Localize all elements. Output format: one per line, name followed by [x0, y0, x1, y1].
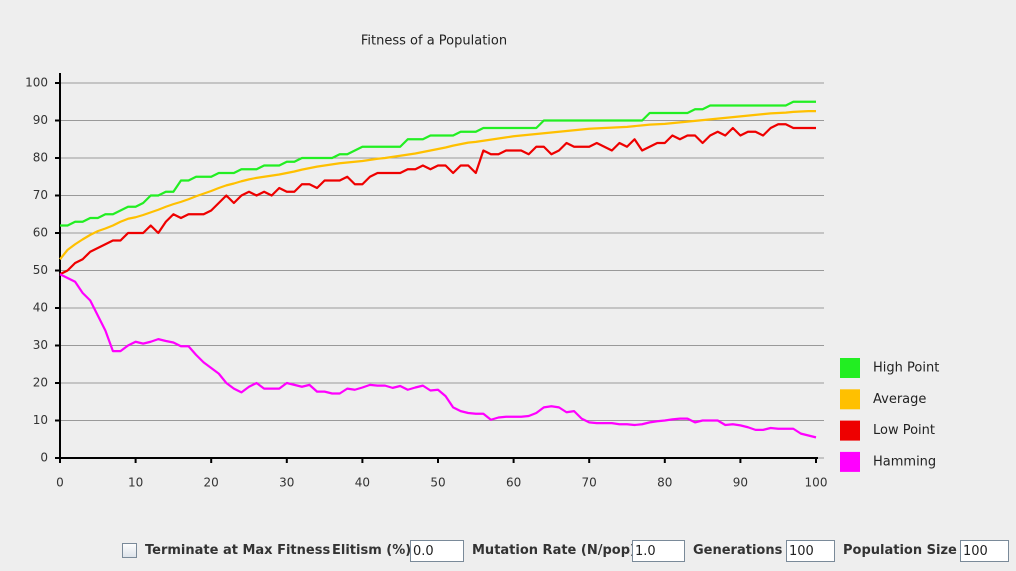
y-tick-label: 50	[33, 263, 48, 277]
y-tick-label: 20	[33, 376, 48, 390]
x-tick-label: 50	[430, 476, 445, 490]
series-line	[60, 100, 816, 227]
text-field[interactable]: 0.0	[410, 540, 464, 562]
y-tick-label: 80	[33, 151, 48, 165]
field-label: Population Size	[843, 543, 957, 558]
x-tick-label: 90	[733, 476, 748, 490]
legend-label: Hamming	[873, 454, 936, 469]
x-tick-label: 10	[128, 476, 143, 490]
y-tick-label: 60	[33, 226, 48, 240]
x-tick-label: 0	[56, 476, 64, 490]
legend-swatch	[840, 389, 860, 410]
text-field[interactable]: 100	[960, 540, 1009, 562]
text-field[interactable]: 1.0	[632, 540, 685, 562]
x-tick-label: 30	[279, 476, 294, 490]
field-label: Mutation Rate (N/pop)	[472, 543, 636, 558]
y-tick-label: 10	[33, 413, 48, 427]
field-label: Elitism (%)	[332, 543, 412, 558]
legend-swatch	[840, 420, 860, 441]
control-bar: Terminate at Max Fitness Elitism (%) 0.0…	[0, 539, 1016, 565]
y-tick-label: 30	[33, 338, 48, 352]
x-tick-label: 60	[506, 476, 521, 490]
y-tick-label: 90	[33, 113, 48, 127]
series-line	[59, 110, 816, 260]
field-label: Generations	[693, 543, 783, 558]
y-tick-label: 100	[25, 76, 48, 90]
chart: Fitness of a Population 0 10 20 30 40 50 60 70 8…	[25, 34, 939, 490]
legend-label: Low Point	[873, 423, 935, 438]
legend-label: High Point	[873, 361, 939, 376]
checkbox[interactable]	[122, 543, 137, 558]
text-field[interactable]: 100	[786, 540, 835, 562]
x-tick-label: 20	[204, 476, 219, 490]
series-line	[59, 123, 816, 276]
legend-swatch	[840, 451, 860, 472]
x-tick-label: 80	[657, 476, 672, 490]
checkbox-label[interactable]: Terminate at Max Fitness	[145, 543, 331, 558]
x-tick-label: 70	[582, 476, 597, 490]
legend-label: Average	[873, 392, 926, 407]
chart-title: Fitness of a Population	[361, 34, 507, 49]
y-tick-label: 40	[33, 301, 48, 315]
x-tick-label: 40	[355, 476, 370, 490]
legend-swatch	[840, 358, 860, 378]
y-tick-label: 0	[40, 451, 48, 465]
y-tick-label: 70	[33, 188, 48, 202]
series-line	[59, 273, 817, 439]
x-tick-label: 100	[805, 476, 828, 490]
